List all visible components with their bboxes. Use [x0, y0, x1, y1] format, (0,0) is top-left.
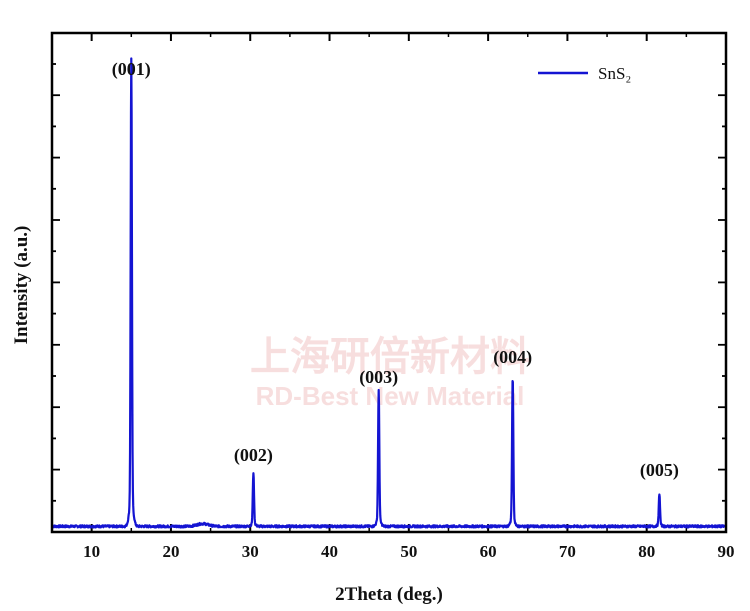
x-tick-label: 10	[83, 542, 100, 561]
series-line-sns2	[51, 57, 727, 529]
x-tick-label: 60	[480, 542, 497, 561]
x-tick-label: 30	[242, 542, 259, 561]
x-axis-title: 2Theta (deg.)	[335, 584, 443, 605]
x-tick-label: 50	[400, 542, 417, 561]
peak-label: (003)	[359, 367, 398, 388]
y-axis-title: Intensity (a.u.)	[11, 226, 32, 345]
peak-label: (004)	[493, 347, 532, 368]
x-tick-labels: 10 20 30 40 50 60 70 80 90	[83, 542, 734, 561]
x-tick-label: 80	[638, 542, 655, 561]
x-tick-label: 40	[321, 542, 338, 561]
peak-label: (002)	[234, 445, 273, 466]
x-tick-label: 20	[162, 542, 179, 561]
peak-labels: (001) (002) (003) (004) (005)	[112, 59, 679, 481]
legend: SnS₂	[538, 64, 631, 83]
x-tick-label: 90	[718, 542, 735, 561]
axis-ticks	[51, 33, 727, 533]
watermark-cn: 上海研倍新材料	[250, 334, 530, 380]
legend-label-sns2: SnS₂	[598, 64, 631, 83]
x-tick-label: 70	[559, 542, 576, 561]
peak-label: (005)	[640, 460, 679, 481]
watermark: 上海研倍新材料 RD-Best New Material	[250, 334, 530, 411]
watermark-en: RD-Best New Material	[256, 381, 525, 411]
plot-frame	[50, 31, 728, 534]
peak-label: (001)	[112, 59, 151, 80]
